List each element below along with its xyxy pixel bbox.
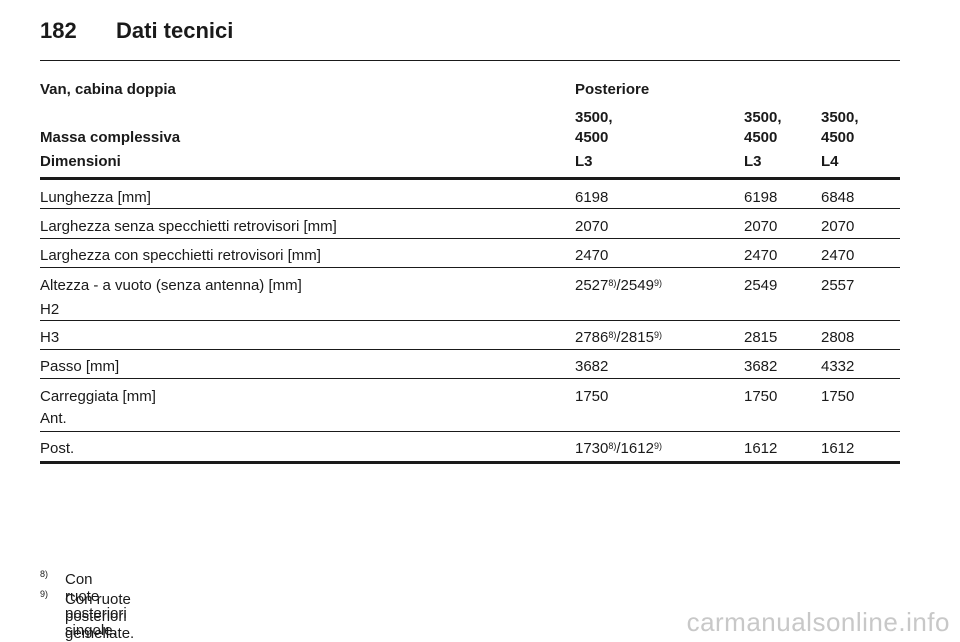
footnote-text: Con ruote posteriori singole. <box>65 571 127 639</box>
row-value: 6198 <box>575 189 609 206</box>
row-label: Larghezza senza specchietti retrovisori … <box>40 218 337 235</box>
footnote-ref: 9) <box>653 330 662 340</box>
row-value: 2808 <box>821 329 855 346</box>
row-value: 3682 <box>744 358 778 375</box>
row-value: 3682 <box>575 358 609 375</box>
row-divider <box>40 349 900 350</box>
row-divider <box>40 238 900 239</box>
row-divider <box>40 267 900 268</box>
watermark: carmanualsonline.info <box>686 607 950 637</box>
row-label: Lunghezza [mm] <box>40 189 151 206</box>
row-value: 2470 <box>744 247 778 264</box>
row-value: 1612 <box>744 440 778 457</box>
row-sublabel: Ant. <box>40 410 67 427</box>
mass-value: 3500, 4500 <box>821 109 859 146</box>
row-divider <box>40 320 900 321</box>
row-value: 17308)/16129) <box>575 439 662 459</box>
row-label: Post. <box>40 440 75 457</box>
footnote-ref: 8) <box>608 330 617 340</box>
page-number: 182 <box>40 18 77 43</box>
mass-value: 3500, 4500 <box>744 109 782 146</box>
row-value: 2070 <box>575 218 609 235</box>
row-value: 6198 <box>744 189 778 206</box>
footnote-ref: 8) <box>608 278 617 288</box>
row-value: 2070 <box>821 218 855 235</box>
table-bottom-rule <box>40 461 900 464</box>
page-header: 182 Dati tecnici <box>40 18 233 44</box>
row-value: 1750 <box>575 388 609 405</box>
row-divider <box>40 378 900 379</box>
row-value: 1612 <box>821 440 855 457</box>
row-value: 25278)/25499) <box>575 276 662 296</box>
row-label: Passo [mm] <box>40 358 120 375</box>
row-value: 2470 <box>821 247 855 264</box>
footnote-text: Con ruote posteriori gemellate. <box>65 591 135 642</box>
row-label: H3 <box>40 329 60 346</box>
row-value: 2815 <box>744 329 778 346</box>
row-value: 2549 <box>744 277 778 294</box>
page-title: Dati tecnici <box>116 18 234 43</box>
row-value: 6848 <box>821 189 855 206</box>
value-part: /1612 <box>616 440 654 457</box>
footnote-ref: 8) <box>608 441 617 451</box>
row-value: 2070 <box>744 218 778 235</box>
row-label: Larghezza con specchietti retrovisori [m… <box>40 247 321 264</box>
dimension-value: L3 <box>575 153 593 170</box>
header-divider <box>40 60 900 61</box>
row-label: Carreggiata [mm] <box>40 388 156 405</box>
header-rule <box>40 177 900 180</box>
value-part: 2527 <box>575 277 609 294</box>
footnote-mark: 8) <box>40 569 49 579</box>
group-label: Posteriore <box>575 81 650 98</box>
row-value: 2470 <box>575 247 609 264</box>
footnote-ref: 9) <box>653 441 662 451</box>
row-value: 1750 <box>744 388 778 405</box>
footnote-mark: 9) <box>40 589 49 599</box>
mass-value: 3500, 4500 <box>575 109 613 146</box>
row-value: 1750 <box>821 388 855 405</box>
dimensions-label: Dimensioni <box>40 153 121 170</box>
row-value: 2557 <box>821 277 855 294</box>
dimension-value: L3 <box>744 153 762 170</box>
row-value: 27868)/28159) <box>575 328 662 348</box>
value-part: /2549 <box>616 277 654 294</box>
row-divider <box>40 431 900 432</box>
value-part: 2786 <box>575 329 609 346</box>
mass-label: Massa complessiva <box>40 129 181 146</box>
row-value: 4332 <box>821 358 855 375</box>
row-sublabel: H2 <box>40 301 60 318</box>
table-title: Van, cabina doppia <box>40 81 176 98</box>
value-part: /2815 <box>616 329 654 346</box>
row-label: Altezza - a vuoto (senza antenna) [mm] <box>40 277 302 294</box>
value-part: 1730 <box>575 440 609 457</box>
row-divider <box>40 208 900 209</box>
dimension-value: L4 <box>821 153 839 170</box>
footnote-ref: 9) <box>653 278 662 288</box>
